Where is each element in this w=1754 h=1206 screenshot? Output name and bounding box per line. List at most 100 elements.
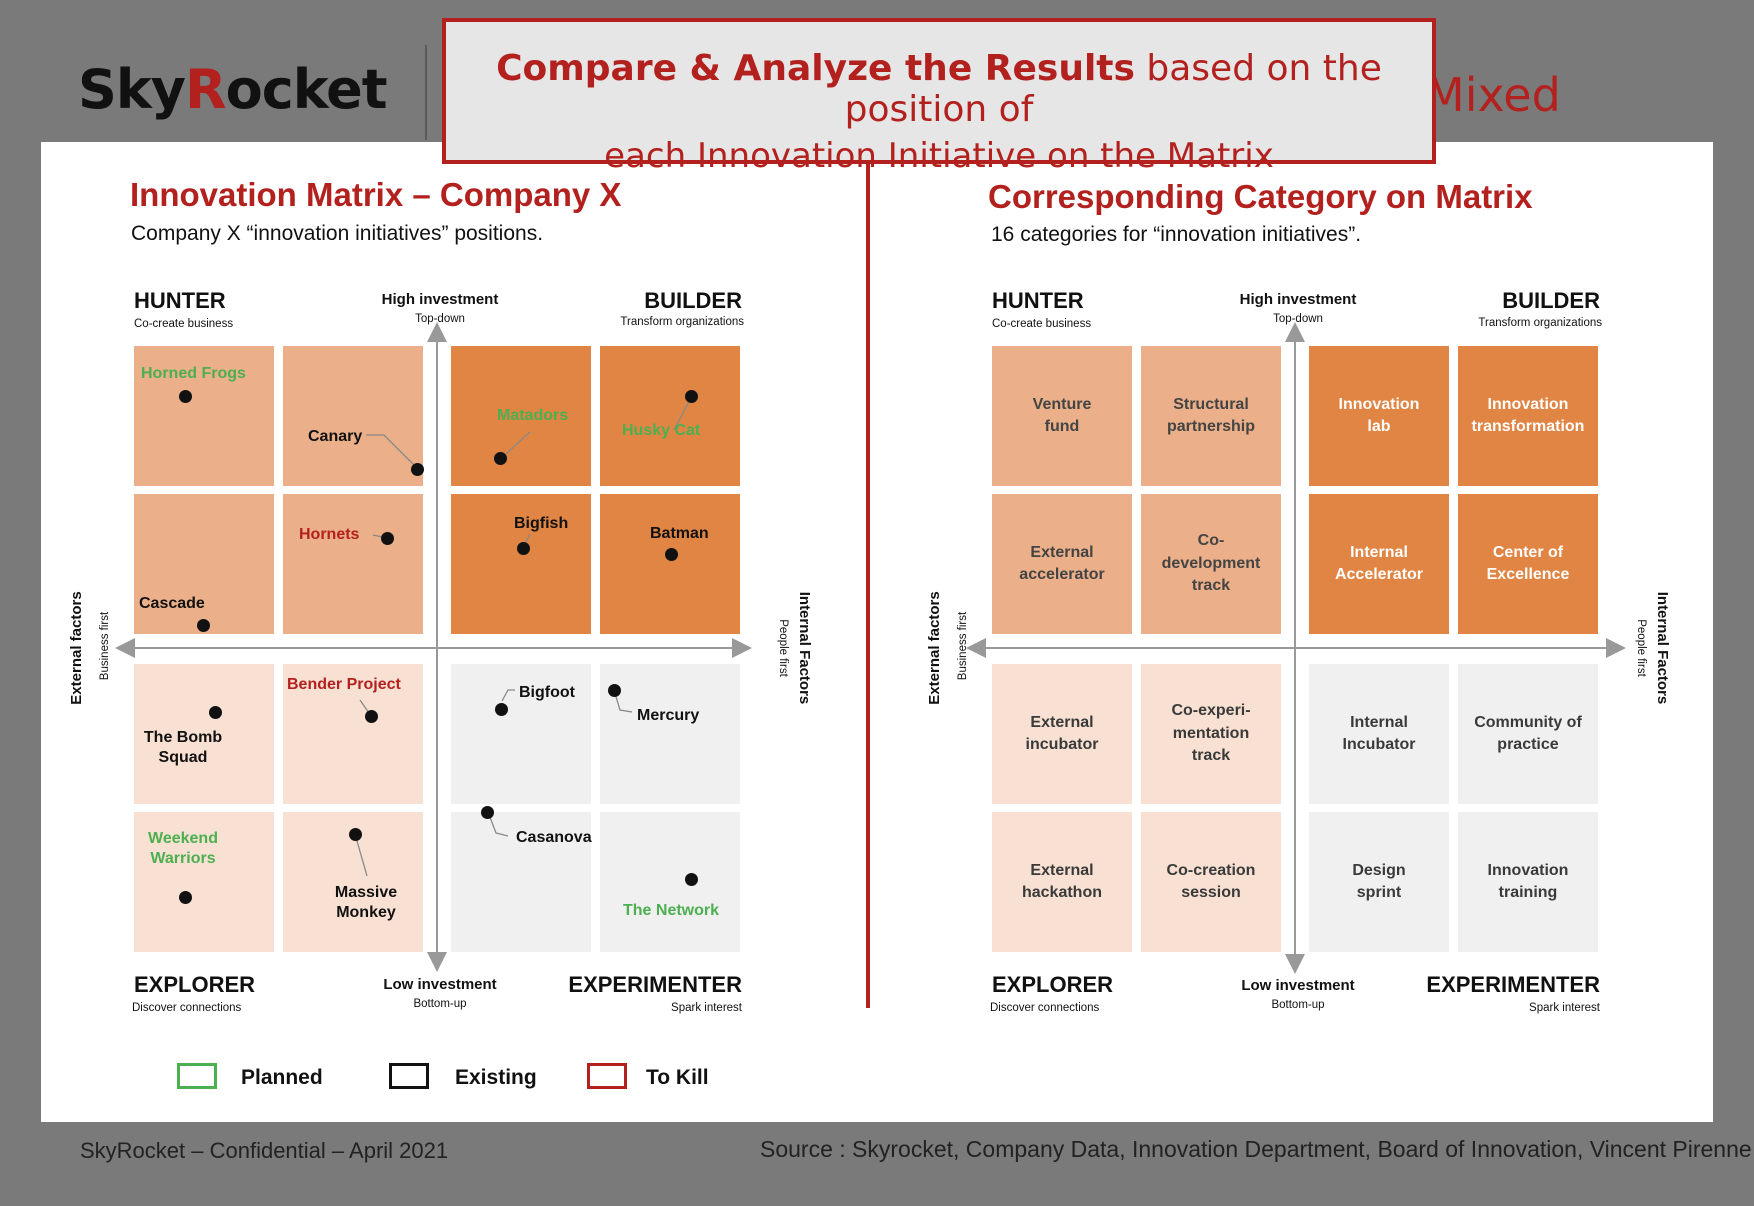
legend-existing-swatch <box>389 1063 429 1089</box>
label-mercury: Mercury <box>637 707 700 724</box>
left-hunter-label: HUNTER <box>134 288 226 313</box>
left-cell-r1c4 <box>600 346 740 486</box>
leader-massive-monkey <box>354 833 368 877</box>
left-cell-r4c3 <box>451 812 591 952</box>
cat-external-hackathon: External hackathon <box>1021 861 1102 901</box>
right-builder-label: BUILDER <box>1502 288 1600 313</box>
label-husky-cat: Husky Cat <box>622 422 701 439</box>
callout-rest: based on the position of <box>844 48 1382 130</box>
right-subtitle: 16 categories for “innovation initiative… <box>991 223 1362 246</box>
right-cell-r1c1 <box>992 346 1132 486</box>
dot-bender <box>365 710 378 723</box>
cat-co-experimentation-track: Co-experi- mentation track <box>1171 702 1251 765</box>
right-title: Corresponding Category on Matrix <box>988 178 1533 215</box>
right-cell-r4c2 <box>1141 812 1281 952</box>
cat-structural-partnership: Structural partnership <box>1166 395 1255 435</box>
callout-box: Compare & Analyze the Results based on t… <box>442 18 1436 176</box>
logo-text-sky: Sky <box>78 58 186 121</box>
left-builder-sub: Transform organizations <box>620 316 744 328</box>
left-subtitle: Company X “innovation initiatives” posit… <box>131 222 544 245</box>
legend-to-kill-swatch <box>587 1063 627 1089</box>
dot-bigfish <box>517 542 530 555</box>
left-cell-r2c4 <box>600 494 740 634</box>
left-cell-r3c2 <box>283 664 423 804</box>
right-axis-bottom: Low investment <box>1241 977 1355 994</box>
left-builder-label: BUILDER <box>644 288 742 313</box>
left-cell-r1c3 <box>451 346 591 486</box>
right-cell-r3c1 <box>992 664 1132 804</box>
right-cell-r2c2 <box>1141 494 1281 634</box>
left-axis-bottom-sub: Bottom-up <box>413 998 467 1010</box>
right-cell-r4c1 <box>992 812 1132 952</box>
right-hunter-sub: Co-create business <box>992 318 1092 330</box>
label-cascade: Cascade <box>139 595 205 612</box>
dot-husky-cat <box>685 390 698 403</box>
logo-text-r: R <box>185 58 227 121</box>
right-experimenter-label: EXPERIMENTER <box>1426 972 1600 997</box>
dot-bigfoot <box>495 703 508 716</box>
legend-planned-swatch <box>177 1063 217 1089</box>
dot-horned-frogs <box>179 390 192 403</box>
dot-batman <box>665 548 678 561</box>
skyrocket-logo: SkyRocket <box>78 58 388 121</box>
right-cell-r4c3 <box>1309 812 1449 952</box>
left-axes-svg <box>115 322 752 972</box>
header-divider <box>425 45 427 140</box>
left-cell-r3c3 <box>451 664 591 804</box>
left-explorer-label: EXPLORER <box>134 972 256 997</box>
callout-line-1: Compare & Analyze the Results based on t… <box>446 48 1432 130</box>
legend-to-kill-label: To Kill <box>646 1066 709 1089</box>
label-casanova: Casanova <box>516 829 592 846</box>
dot-mercury <box>608 684 621 697</box>
label-horned-frogs: Horned Frogs <box>141 365 246 382</box>
footer-source: Source : Skyrocket, Company Data, Innova… <box>760 1136 1752 1162</box>
left-title: Innovation Matrix – Company X <box>130 176 622 213</box>
right-axis-bottom-sub: Bottom-up <box>1271 999 1325 1011</box>
cat-internal-accelerator: Internal Accelerator <box>1334 543 1424 583</box>
dot-bomb-squad <box>209 706 222 719</box>
left-cell-r2c3 <box>451 494 591 634</box>
left-cell-r4c4 <box>600 812 740 952</box>
dot-canary <box>411 463 424 476</box>
label-weekend-warriors: Weekend Warriors <box>148 830 218 867</box>
left-hunter-sub: Co-create business <box>134 318 234 330</box>
cat-community-of-practice: Community of practice <box>1474 713 1582 753</box>
right-cell-r1c4 <box>1458 346 1598 486</box>
dot-massive-monkey <box>349 828 362 841</box>
leader-canary <box>366 434 418 469</box>
label-the-network: The Network <box>623 902 720 919</box>
cat-design-sprint: Design sprint <box>1352 861 1406 901</box>
left-cell-r3c4 <box>600 664 740 804</box>
right-cell-r2c1 <box>992 494 1132 634</box>
cat-co-development-track: Co- development track <box>1161 532 1261 595</box>
right-cell-r1c3 <box>1309 346 1449 486</box>
label-massive-monkey: Massive Monkey <box>334 884 398 921</box>
label-matadors: Matadors <box>497 407 569 424</box>
left-cell-r1c2 <box>283 346 423 486</box>
left-cell-r3c1 <box>134 664 274 804</box>
right-cell-r2c4 <box>1458 494 1598 634</box>
right-axes-svg <box>966 322 1626 974</box>
left-experimenter-label: EXPERIMENTER <box>568 972 742 997</box>
dot-hornets <box>381 532 394 545</box>
cat-innovation-lab: Innovation lab <box>1338 395 1420 435</box>
left-axis-top: High investment <box>381 291 499 308</box>
left-cell-r2c1 <box>134 494 274 634</box>
center-divider <box>866 160 870 1008</box>
cat-innovation-training: Innovation training <box>1487 861 1569 901</box>
right-cell-r1c2 <box>1141 346 1281 486</box>
right-hunter-label: HUNTER <box>992 288 1084 313</box>
mixed-label: Mixed <box>1425 68 1561 122</box>
left-axis-bottom: Low investment <box>383 976 497 993</box>
logo-text-ocket: ocket <box>225 58 388 121</box>
leader-bigfoot <box>501 689 515 702</box>
label-bender-project: Bender Project <box>287 676 401 693</box>
left-experimenter-sub: Spark interest <box>671 1002 742 1014</box>
right-cell-r4c4 <box>1458 812 1598 952</box>
dot-weekend-warriors <box>179 891 192 904</box>
right-cell-r2c3 <box>1309 494 1449 634</box>
callout-line-2: each Innovation Initiative on the Matrix <box>604 136 1274 176</box>
cat-co-creation-session: Co-creation session <box>1166 861 1256 901</box>
callout-bold: Compare & Analyze the Results <box>496 48 1135 89</box>
right-experimenter-sub: Spark interest <box>1529 1002 1600 1014</box>
